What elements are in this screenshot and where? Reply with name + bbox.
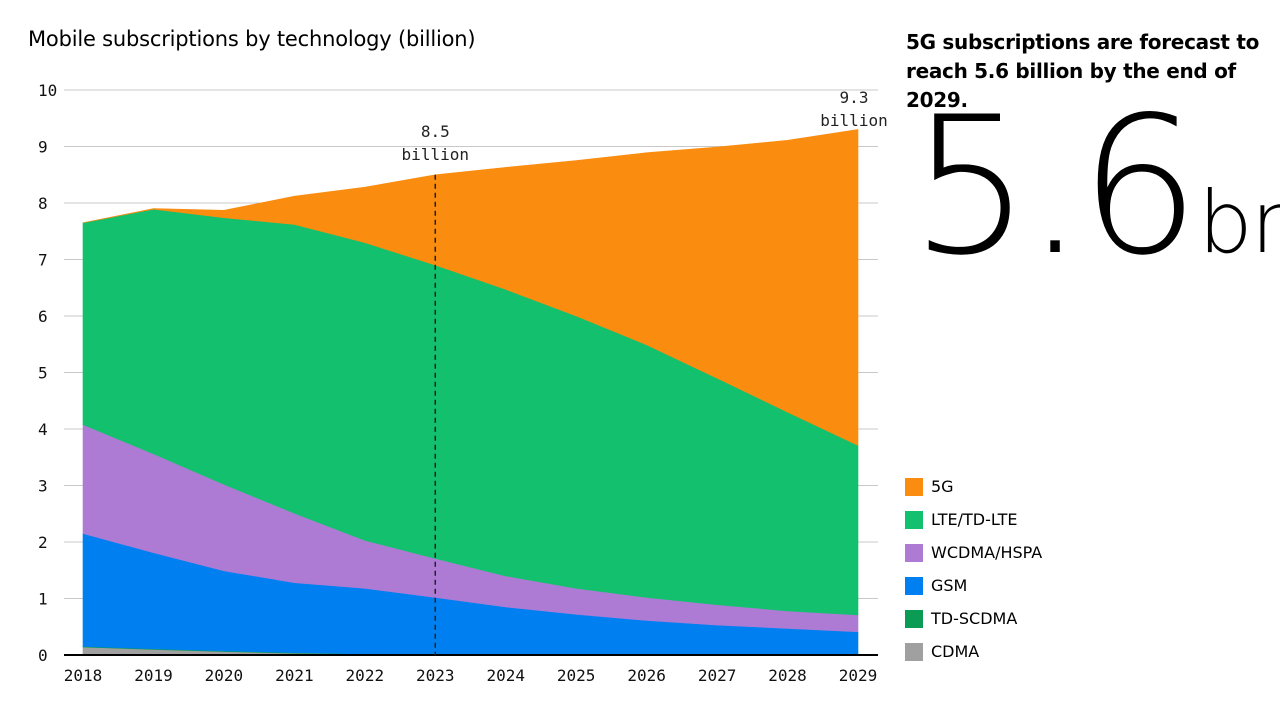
x-tick-label: 2027 [698, 666, 737, 685]
x-tick-label: 2022 [346, 666, 385, 685]
x-tick-label: 2018 [64, 666, 103, 685]
annotation-value: 8.5 [421, 122, 450, 141]
x-tick-label: 2026 [627, 666, 666, 685]
legend-label: TD-SCDMA [931, 609, 1018, 628]
big-stat-unit: bn [1198, 173, 1280, 273]
y-tick-label: 7 [38, 251, 48, 270]
x-tick-label: 2021 [275, 666, 314, 685]
axes: 0 1 2 3 4 5 6 7 8 9 10 2018 2019 2020 2021 2022 2023 2024… [38, 81, 878, 685]
x-tick-label: 2020 [205, 666, 244, 685]
x-tick-label: 2019 [134, 666, 173, 685]
area-5g [82, 129, 859, 446]
legend-swatch [905, 609, 923, 628]
stacked-area-chart: 0 1 2 3 4 5 6 7 8 9 10 2018 2019 2020 2021 2022 2023 2024… [38, 81, 888, 685]
legend-swatch [905, 642, 923, 661]
x-tick-label: 2025 [557, 666, 596, 685]
side-heading: 5G subscriptions are forecast to reach 5… [906, 30, 1260, 112]
legend-label: CDMA [931, 642, 980, 661]
x-tick-label: 2023 [416, 666, 455, 685]
legend-item-cdma: CDMA [905, 635, 1042, 668]
y-tick-label: 3 [38, 477, 48, 496]
big-stat-number: 5.6 [910, 76, 1200, 297]
x-tick-label: 2024 [486, 666, 525, 685]
y-tick-label: 6 [38, 307, 48, 326]
legend-item-wcdma-hspa: WCDMA/HSPA [905, 536, 1042, 569]
chart-title: Mobile subscriptions by technology (bill… [28, 27, 476, 51]
y-tick-label: 5 [38, 364, 48, 383]
y-tick-label: 10 [38, 81, 57, 100]
legend-swatch [905, 477, 923, 496]
legend-swatch [905, 576, 923, 595]
big-stat: 5.6bn [910, 92, 1280, 282]
series-areas [82, 129, 859, 656]
legend-label: GSM [931, 576, 968, 595]
y-tick-label: 4 [38, 420, 48, 439]
annotation-unit: billion [820, 111, 887, 130]
legend-label: 5G [931, 477, 954, 496]
annotation-unit: billion [402, 145, 469, 164]
legend-item-gsm: GSM [905, 569, 1042, 602]
legend-swatch [905, 510, 923, 529]
legend-label: WCDMA/HSPA [931, 543, 1043, 562]
annotations: 8.5 billion 9.3 billion [402, 88, 888, 655]
y-tick-label: 2 [38, 533, 48, 552]
legend-item-5g: 5G [905, 470, 1042, 503]
y-tick-label: 0 [38, 646, 48, 665]
legend-item-lte-td-lte: LTE/TD-LTE [905, 503, 1042, 536]
legend-item-td-scdma: TD-SCDMA [905, 602, 1042, 635]
x-tick-label: 2029 [839, 666, 878, 685]
y-tick-label: 1 [38, 590, 48, 609]
y-tick-label: 9 [38, 138, 48, 157]
legend-swatch [905, 543, 923, 562]
x-tick-label: 2028 [768, 666, 807, 685]
legend: 5G LTE/TD-LTE WCDMA/HSPA GSM TD-SCDMA CDMA [905, 470, 1042, 668]
y-tick-label: 8 [38, 194, 48, 213]
legend-label: LTE/TD-LTE [931, 510, 1018, 529]
annotation-value: 9.3 [840, 88, 869, 107]
